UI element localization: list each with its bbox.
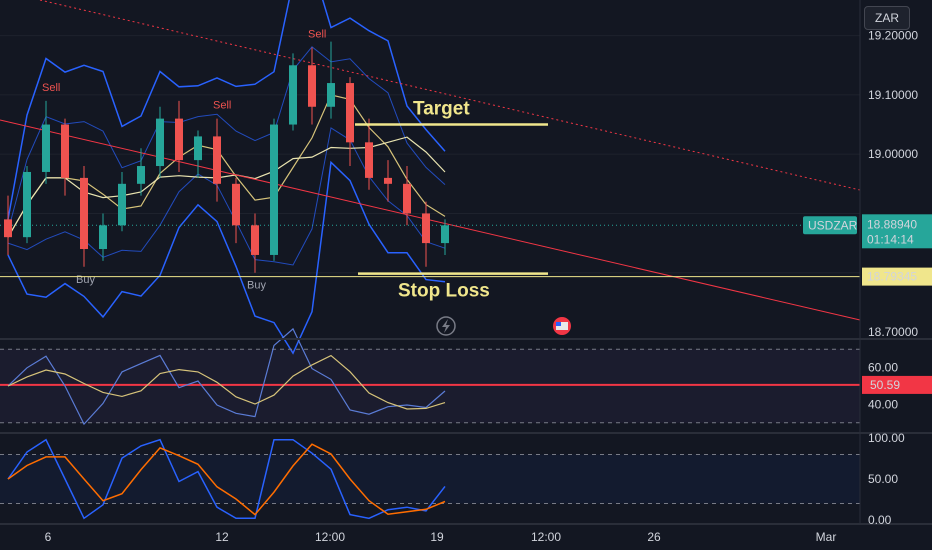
lightning-event-icon [436, 316, 456, 336]
rsi-tick-label: 40.00 [868, 397, 898, 411]
rsi-band-fill [0, 349, 860, 423]
price-tick-label: 19.00000 [868, 147, 918, 161]
time-tick-label: 12 [215, 530, 229, 544]
time-tick-label: 26 [647, 530, 661, 544]
stop-loss-price-badge [862, 267, 932, 286]
candle-body [4, 219, 12, 238]
currency-badge[interactable]: ZAR [864, 6, 910, 30]
price-tick-label: 19.20000 [868, 29, 918, 43]
candle-body [175, 118, 183, 161]
candle-body [23, 171, 31, 238]
candle-body [137, 166, 145, 184]
countdown-value: 01:14:14 [867, 232, 914, 246]
candle-body [251, 225, 259, 255]
candle-body [232, 183, 240, 226]
buy-signal-label: Buy [76, 274, 95, 286]
outer-band-upper [7, 0, 446, 220]
time-tick-label: Mar [816, 530, 837, 544]
candle-body [403, 183, 411, 214]
time-tick-label: 6 [45, 530, 52, 544]
candle-body [42, 124, 50, 172]
candle-body [441, 225, 449, 244]
trend-line-upper-dotted [39, 0, 861, 191]
us-flag-event-icon [556, 322, 568, 330]
candle-body [118, 183, 126, 226]
stochastic-k-line [7, 438, 446, 520]
target-label: Target [413, 99, 470, 120]
rsi-value-badge [862, 375, 932, 394]
candle-body [327, 83, 335, 107]
rsi-tick-label: 60.00 [868, 361, 898, 375]
candle-body [346, 83, 354, 143]
sell-signal-label: Sell [213, 100, 231, 112]
stochastic-pane [0, 438, 860, 520]
candle-body [289, 65, 297, 125]
symbol-tag [803, 216, 857, 235]
outer-band-lower [7, 160, 446, 355]
last-price-badge [862, 214, 932, 249]
stochastic-tick-label: 50.00 [868, 472, 898, 486]
sell-signal-label: Sell [42, 82, 60, 94]
stochastic-tick-label: 0.00 [868, 513, 892, 527]
price-tick-label: 19.10000 [868, 88, 918, 102]
price-tick-label: 18.70000 [868, 325, 918, 339]
rsi-signal-line [7, 354, 446, 410]
us-flag-event-icon [556, 322, 561, 326]
lightning-event-icon [442, 319, 450, 333]
stochastic-d-line [7, 443, 446, 516]
stochastic-band-fill [0, 454, 860, 504]
candle-body [156, 118, 164, 167]
symbol-tag-text: USDZAR [808, 218, 858, 232]
candle-body [308, 65, 316, 107]
candle-body [384, 177, 392, 184]
candle-body [365, 142, 373, 178]
candle-body [422, 213, 430, 244]
rsi-line [7, 327, 446, 426]
rsi-pane [0, 327, 860, 426]
last-price-value: 18.88940 [867, 217, 917, 231]
stochastic-tick-label: 100.00 [868, 431, 905, 445]
candle-body [99, 225, 107, 250]
time-tick-label: 12:00 [531, 530, 561, 544]
time-tick-label: 19 [430, 530, 444, 544]
candle-body [194, 136, 202, 161]
stop-loss-price-value: 18.79345 [867, 270, 917, 284]
sell-signal-label: Sell [308, 28, 326, 40]
time-tick-label: 12:00 [315, 530, 345, 544]
candle-body [270, 124, 278, 255]
rsi-value: 50.59 [870, 378, 900, 392]
candle-body [80, 177, 88, 250]
candle-body [213, 136, 221, 184]
stop-loss-label: Stop Loss [398, 281, 490, 302]
candle-body [61, 124, 69, 178]
buy-signal-label: Buy [247, 280, 266, 292]
inner-band-upper [7, 46, 446, 232]
